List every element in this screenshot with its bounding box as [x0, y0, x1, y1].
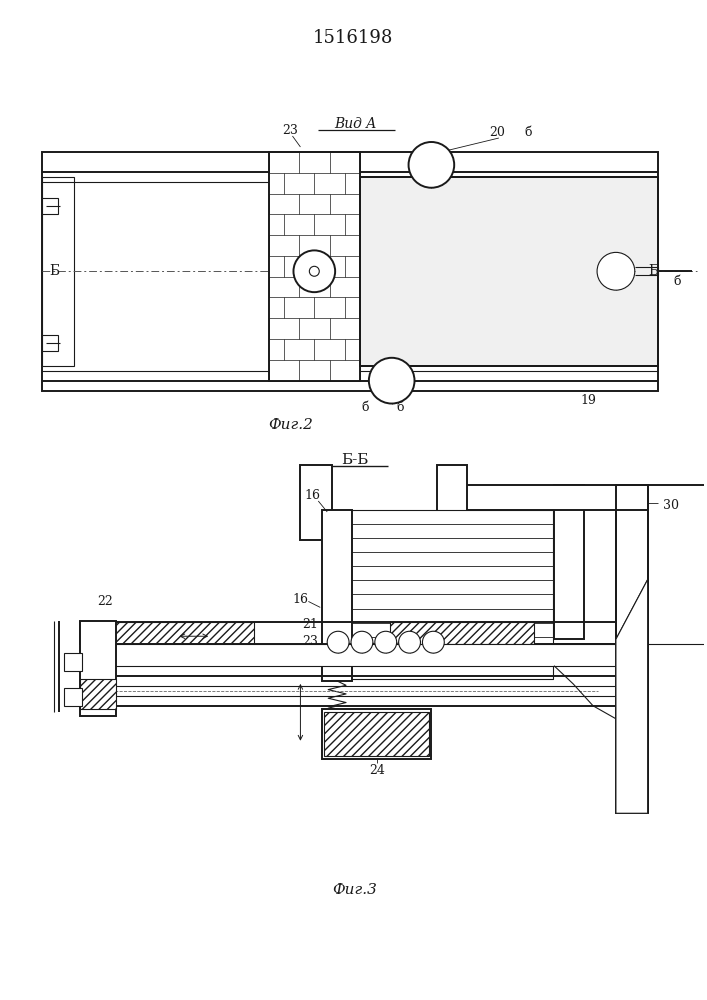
Text: Б: Б: [49, 264, 59, 278]
Polygon shape: [616, 580, 648, 813]
Text: 20: 20: [489, 126, 505, 139]
Text: Фиг.2: Фиг.2: [268, 418, 313, 432]
Text: 21: 21: [303, 618, 318, 631]
Circle shape: [375, 631, 397, 653]
Text: Вид A: Вид A: [334, 117, 376, 131]
Bar: [269, 152, 360, 381]
Text: 16: 16: [304, 489, 320, 502]
Text: 22: 22: [97, 595, 113, 608]
Bar: [80, 679, 116, 709]
Text: 24: 24: [369, 764, 385, 777]
Bar: [449, 485, 648, 510]
Bar: [322, 510, 352, 681]
Bar: [42, 198, 59, 214]
Bar: [616, 485, 648, 813]
Bar: [350, 510, 554, 679]
Bar: [42, 335, 59, 351]
Circle shape: [409, 142, 454, 188]
Bar: [360, 177, 658, 366]
Bar: [42, 152, 658, 391]
Text: б: б: [396, 401, 404, 414]
Bar: [360, 177, 658, 366]
Circle shape: [310, 266, 320, 276]
Bar: [322, 709, 431, 759]
Text: 19: 19: [580, 394, 596, 407]
Bar: [80, 622, 616, 644]
Text: 16: 16: [293, 593, 308, 606]
Bar: [64, 688, 82, 706]
Bar: [418, 165, 445, 182]
Circle shape: [597, 252, 635, 290]
Text: Б-Б: Б-Б: [341, 453, 368, 467]
Bar: [80, 621, 116, 716]
Circle shape: [369, 358, 414, 404]
Bar: [300, 465, 332, 540]
Circle shape: [399, 631, 421, 653]
Text: 23: 23: [303, 635, 318, 648]
Bar: [390, 622, 534, 644]
Bar: [80, 622, 254, 644]
Bar: [80, 644, 616, 666]
Bar: [438, 465, 467, 540]
Text: 23: 23: [283, 124, 298, 137]
Text: 30: 30: [662, 499, 679, 512]
Circle shape: [293, 250, 335, 292]
Circle shape: [327, 631, 349, 653]
Circle shape: [351, 631, 373, 653]
Bar: [554, 485, 584, 639]
Text: 1516198: 1516198: [312, 29, 393, 47]
Text: б: б: [361, 401, 368, 414]
Text: Фиг.3: Фиг.3: [332, 883, 378, 897]
Text: Б: Б: [648, 264, 659, 278]
Text: б: б: [674, 275, 681, 288]
Bar: [64, 653, 82, 671]
Circle shape: [423, 631, 444, 653]
Bar: [42, 177, 74, 366]
Bar: [325, 712, 429, 756]
Text: б: б: [525, 126, 532, 139]
